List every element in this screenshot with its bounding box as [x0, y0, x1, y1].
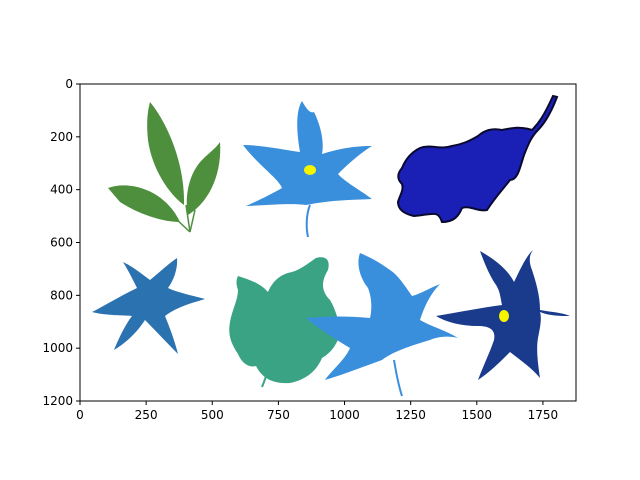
- leaf-image: [92, 94, 570, 397]
- steel-blue-star-leaf: [92, 258, 205, 354]
- y-tick-label: 1000: [42, 341, 73, 355]
- y-tick-label: 800: [50, 288, 73, 302]
- y-tick-label: 1200: [42, 394, 73, 408]
- light-blue-maple-leaf-top: [243, 101, 372, 238]
- y-tick-label: 0: [65, 77, 73, 91]
- green-compound-leaf: [108, 102, 221, 233]
- y-axis: 0 200 400 600 800 1000 1200: [42, 77, 80, 408]
- y-tick-label: 400: [50, 183, 73, 197]
- y-tick-label: 600: [50, 236, 73, 250]
- x-tick-label: 1750: [528, 408, 559, 422]
- x-tick-label: 1250: [395, 408, 426, 422]
- x-axis: 0 250 500 750 1000 1250 1500 1750: [76, 401, 558, 422]
- light-blue-maple-leaf-bottom: [306, 253, 458, 397]
- dark-blue-oak-leaf: [396, 94, 559, 224]
- navy-star-leaf: [436, 250, 570, 380]
- teal-maple-leaf: [229, 257, 340, 388]
- x-tick-label: 250: [135, 408, 158, 422]
- x-tick-label: 750: [267, 408, 290, 422]
- x-tick-label: 1500: [462, 408, 493, 422]
- x-tick-label: 1000: [329, 408, 360, 422]
- x-tick-label: 0: [76, 408, 84, 422]
- y-tick-label: 200: [50, 130, 73, 144]
- x-tick-label: 500: [201, 408, 224, 422]
